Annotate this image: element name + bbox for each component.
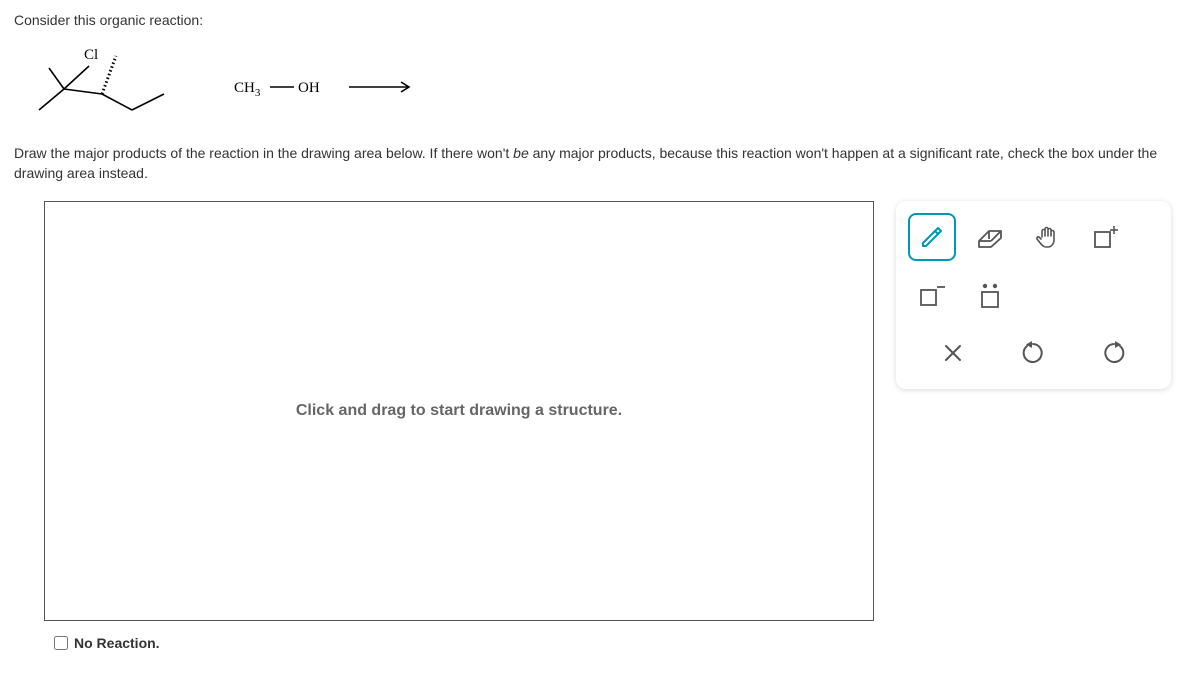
reaction-diagram: Cl CH3 OH xyxy=(24,44,1186,124)
no-reaction-label[interactable]: No Reaction. xyxy=(74,635,160,651)
question-intro: Consider this organic reaction: xyxy=(14,12,1186,28)
lone-pair-button[interactable] xyxy=(966,271,1014,319)
pencil-tool-button[interactable] xyxy=(908,213,956,261)
cl-label: Cl xyxy=(84,47,98,63)
instruction-text: Draw the major products of the reaction … xyxy=(14,144,1186,183)
redo-button[interactable] xyxy=(1090,329,1138,377)
svg-text:CH3: CH3 xyxy=(234,80,261,99)
eraser-tool-button[interactable] xyxy=(966,213,1014,261)
toolbar xyxy=(896,201,1171,389)
no-reaction-checkbox[interactable] xyxy=(54,636,68,650)
undo-button[interactable] xyxy=(1009,329,1057,377)
drawing-placeholder: Click and drag to start drawing a struct… xyxy=(296,402,622,420)
clear-button[interactable] xyxy=(929,329,977,377)
drawing-canvas[interactable]: Click and drag to start drawing a struct… xyxy=(44,201,874,621)
hand-tool-button[interactable] xyxy=(1024,213,1072,261)
svg-text:OH: OH xyxy=(298,80,320,96)
add-charge-plus-button[interactable] xyxy=(1082,213,1130,261)
add-charge-minus-button[interactable] xyxy=(908,271,956,319)
